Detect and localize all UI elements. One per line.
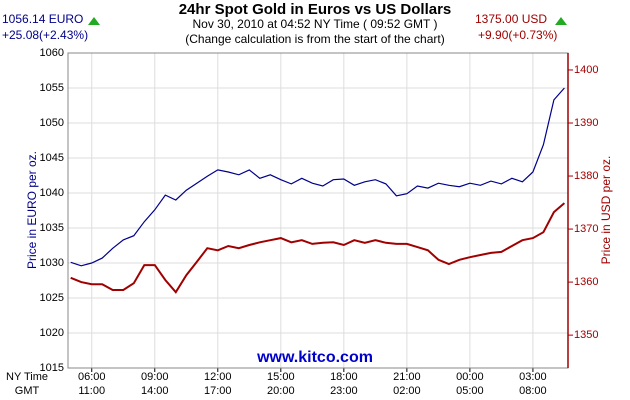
- y2-tick-label: 1360: [574, 276, 598, 288]
- x-tick-label: 00:00: [456, 371, 484, 383]
- y2-axis-title: Price in USD per oz.: [599, 156, 613, 265]
- y2-tick-label: 1370: [574, 223, 598, 235]
- y-tick-label: 1050: [40, 117, 64, 129]
- y2-tick-label: 1390: [574, 117, 598, 129]
- x-tick-label-gmt: 14:00: [141, 385, 169, 397]
- y-tick-label: 1030: [40, 257, 64, 269]
- line-series: [70, 202, 566, 294]
- change-right: +9.90(+0.73%): [478, 28, 557, 42]
- x-tick-label: 09:00: [141, 371, 169, 383]
- y-tick-label: 1055: [40, 82, 64, 94]
- x-tick-label-gmt: 20:00: [267, 385, 295, 397]
- x-tick-label-gmt: 17:00: [204, 385, 232, 397]
- y-tick-label: 1045: [40, 152, 64, 164]
- chart-note: (Change calculation is from the start of…: [185, 32, 444, 46]
- plot-area: [67, 52, 569, 369]
- x-tick-label: 03:00: [519, 371, 547, 383]
- watermark: www.kitco.com: [256, 349, 373, 366]
- y-tick-label: 1015: [40, 362, 64, 374]
- x-tick-label: 18:00: [330, 371, 358, 383]
- y2-tick-label: 1400: [574, 64, 598, 76]
- y2-tick-label: 1350: [574, 329, 598, 341]
- x-tick-label: 15:00: [267, 371, 295, 383]
- x-row-label: NY Time: [6, 371, 48, 383]
- price-left: 1056.14 EURO: [2, 12, 83, 26]
- y-tick-label: 1060: [40, 47, 64, 59]
- chart-subtitle: Nov 30, 2010 at 04:52 NY Time ( 09:52 GM…: [192, 17, 437, 31]
- change-left: +25.08(+2.43%): [2, 28, 88, 42]
- line-series: [70, 87, 565, 267]
- x-tick-label-gmt: 05:00: [456, 385, 484, 397]
- chart-title: 24hr Spot Gold in Euros vs US Dollars: [179, 1, 452, 18]
- x-tick-label-gmt: 08:00: [519, 385, 547, 397]
- y-axis-title: Price in EURO per oz.: [25, 151, 39, 269]
- x-tick-label: 06:00: [78, 371, 106, 383]
- up-arrow: [88, 17, 100, 25]
- price-right: 1375.00 USD: [475, 12, 547, 26]
- x-tick-label-gmt: 11:00: [78, 385, 105, 397]
- y-tick-label: 1020: [40, 327, 64, 339]
- y-tick-label: 1035: [40, 222, 64, 234]
- x-row-label: GMT: [15, 385, 40, 397]
- x-tick-label: 21:00: [393, 371, 421, 383]
- y2-tick-label: 1380: [574, 170, 598, 182]
- up-arrow: [555, 17, 567, 25]
- y-tick-label: 1025: [40, 292, 64, 304]
- x-tick-label-gmt: 23:00: [330, 385, 358, 397]
- x-tick-label: 12:00: [204, 371, 232, 383]
- y-tick-label: 1040: [40, 187, 64, 199]
- x-tick-label-gmt: 02:00: [393, 385, 421, 397]
